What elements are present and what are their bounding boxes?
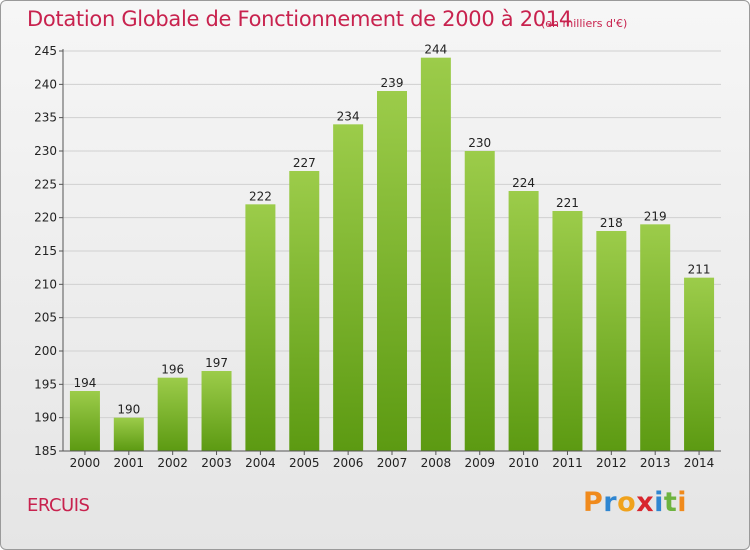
data-label: 218 (600, 216, 623, 230)
x-tick-label: 2003 (201, 456, 232, 470)
proxiti-logo: Proxiti (583, 487, 687, 518)
y-tick-label: 185 (34, 444, 57, 458)
bar-2008 (420, 57, 451, 452)
bars (69, 57, 715, 452)
y-tick-label: 230 (34, 144, 57, 158)
y-tick-label: 200 (34, 344, 57, 358)
logo-letter: o (617, 487, 637, 518)
x-tick-label: 2013 (640, 456, 671, 470)
x-tick-label: 2006 (333, 456, 364, 470)
y-tick-label: 215 (34, 244, 57, 258)
y-tick-label: 245 (34, 44, 57, 58)
data-label: 197 (205, 356, 228, 370)
y-tick-label: 190 (34, 411, 57, 425)
data-label: 227 (293, 156, 316, 170)
data-label: 194 (73, 376, 96, 390)
data-label: 221 (556, 196, 579, 210)
logo-letter: i (654, 487, 664, 518)
bar-2002 (157, 377, 188, 451)
logo-letter: t (663, 487, 678, 518)
y-tick-label: 240 (34, 77, 57, 91)
y-tick-label: 195 (34, 377, 57, 391)
y-tick-label: 210 (34, 277, 57, 291)
bar-2014 (684, 277, 715, 451)
bar-2000 (69, 391, 100, 451)
y-tick-label: 205 (34, 311, 57, 325)
data-label: 196 (161, 363, 184, 377)
bar-2009 (464, 151, 495, 451)
data-label: 211 (688, 263, 711, 277)
x-tick-label: 2002 (157, 456, 188, 470)
data-labels: 194 190 196 197 222 227 234 239 244 230 224 221 218 2… (73, 43, 710, 417)
x-tick-label: 2011 (552, 456, 583, 470)
data-label: 230 (468, 136, 491, 150)
bar-2007 (377, 91, 407, 451)
data-label: 234 (337, 109, 360, 123)
x-tick-label: 2008 (421, 456, 452, 470)
x-tick-label: 2004 (245, 456, 276, 470)
x-tick-label: 2000 (70, 456, 101, 470)
logo-letter: x (636, 487, 655, 518)
data-label: 244 (424, 43, 447, 57)
y-tick-label: 220 (34, 211, 57, 225)
bar-2005 (289, 171, 320, 451)
y-tick-label: 235 (34, 111, 57, 125)
bar-2013 (640, 224, 671, 451)
bar-2001 (113, 417, 144, 451)
logo-letter: P (583, 487, 604, 518)
x-tick-label: 2010 (508, 456, 539, 470)
data-label: 239 (381, 76, 404, 90)
bar-2011 (552, 211, 583, 451)
bar-2004 (245, 204, 276, 451)
commune-name: ERCUIS (27, 495, 90, 516)
bar-2012 (596, 231, 627, 451)
data-label: 222 (249, 189, 272, 203)
x-tick-label: 2014 (684, 456, 715, 470)
x-tick-label: 2005 (289, 456, 320, 470)
x-tick-label: 2001 (114, 456, 145, 470)
data-label: 190 (117, 403, 140, 417)
y-tick-label: 225 (34, 177, 57, 191)
axes: 185 190 195 200 205 210 215 220 225 230 235 240 245 2… (34, 44, 721, 470)
data-label: 219 (644, 209, 667, 223)
logo-letter: i (677, 487, 688, 518)
x-tick-label: 2009 (464, 456, 495, 470)
bar-2003 (201, 371, 232, 451)
bar-2010 (508, 191, 539, 451)
x-tick-label: 2007 (377, 456, 408, 470)
chart-subtitle: (en milliers d'€) (541, 17, 628, 30)
chart-title: Dotation Globale de Fonctionnement de 20… (27, 7, 572, 31)
logo-letter: r (603, 487, 618, 518)
data-label: 224 (512, 176, 535, 190)
bar-2006 (333, 124, 364, 451)
x-tick-label: 2012 (596, 456, 627, 470)
